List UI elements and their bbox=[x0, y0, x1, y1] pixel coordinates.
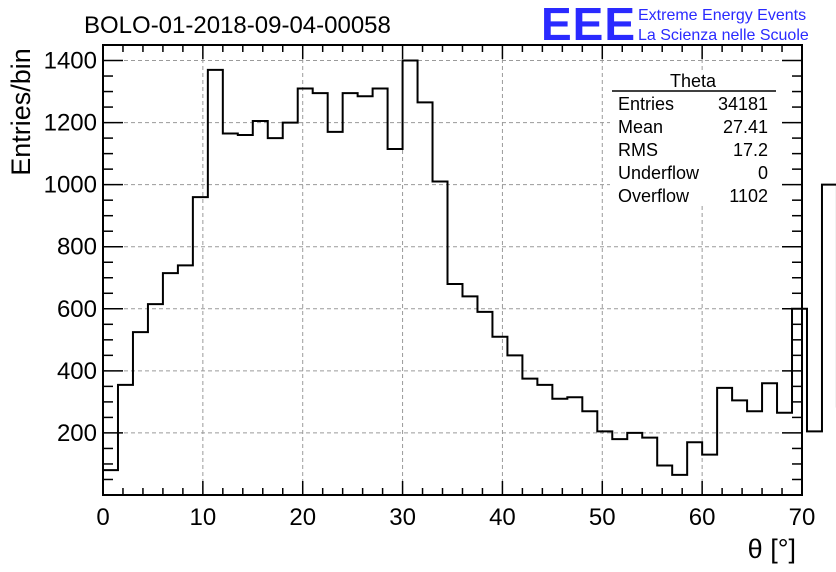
y-tick-label: 200 bbox=[57, 420, 97, 447]
stats-overflow-label: Overflow bbox=[618, 186, 690, 206]
stats-underflow-label: Underflow bbox=[618, 163, 700, 183]
histogram-bin bbox=[178, 265, 193, 495]
x-tick-label: 70 bbox=[789, 504, 816, 531]
logo-letters: EEE bbox=[541, 0, 636, 50]
x-tick-label: 10 bbox=[190, 504, 217, 531]
histogram-bin bbox=[822, 185, 836, 495]
stats-underflow-value: 0 bbox=[758, 163, 768, 183]
y-tick-label: 800 bbox=[57, 234, 97, 261]
histogram-bin bbox=[672, 475, 687, 495]
eee-logo: EEE Extreme Energy Events La Scienza nel… bbox=[541, 0, 809, 50]
x-tick-label: 50 bbox=[589, 504, 616, 531]
histogram-bin bbox=[103, 470, 118, 495]
stats-box: Theta Entries 34181 Mean 27.41 RMS 17.2 … bbox=[610, 71, 780, 206]
histogram-bin bbox=[567, 397, 582, 495]
histogram-bin bbox=[163, 273, 178, 495]
histogram-bin bbox=[283, 123, 298, 495]
stats-rms-label: RMS bbox=[618, 140, 658, 160]
histogram-bin bbox=[657, 466, 672, 495]
histogram-bin bbox=[118, 385, 133, 495]
logo-line-2: La Scienza nelle Scuole bbox=[638, 27, 809, 44]
stats-background bbox=[610, 71, 780, 206]
histogram-bin bbox=[477, 312, 492, 495]
stats-overflow-value: 1102 bbox=[729, 186, 768, 206]
histogram-bin bbox=[717, 388, 732, 495]
stats-entries-value: 34181 bbox=[718, 94, 768, 114]
histogram-bin bbox=[328, 132, 343, 495]
histogram-bin bbox=[762, 383, 777, 495]
y-tick-label: 1000 bbox=[44, 172, 97, 199]
histogram-bin bbox=[193, 197, 208, 495]
histogram-bin bbox=[388, 149, 403, 495]
y-tick-label: 400 bbox=[57, 358, 97, 385]
stats-mean-label: Mean bbox=[618, 117, 663, 137]
x-axis-title: θ [°] bbox=[748, 534, 796, 564]
axis-ticks bbox=[102, 45, 803, 495]
histogram-bin bbox=[253, 121, 268, 495]
y-tick-label: 1200 bbox=[44, 110, 97, 137]
histogram-bin bbox=[238, 135, 253, 495]
tick-labels: 0 10 20 30 40 50 60 70 200 400 600 800 1000 1200 1400 bbox=[44, 48, 816, 531]
histogram-bin bbox=[313, 93, 328, 495]
histogram-bin bbox=[522, 379, 537, 495]
histogram-bin bbox=[343, 93, 358, 495]
histogram-bin bbox=[492, 337, 507, 495]
histogram-bin bbox=[223, 133, 238, 495]
histogram-bin bbox=[747, 411, 762, 495]
histogram-bin bbox=[208, 70, 223, 495]
histogram-bin bbox=[507, 355, 522, 495]
histogram-bin bbox=[133, 332, 148, 495]
x-tick-label: 60 bbox=[689, 504, 716, 531]
x-tick-label: 20 bbox=[289, 504, 316, 531]
stats-rms-value: 17.2 bbox=[733, 140, 768, 160]
histogram-bin bbox=[448, 284, 463, 495]
x-tick-label: 40 bbox=[489, 504, 516, 531]
plot-frame bbox=[102, 44, 803, 496]
x-tick-label: 30 bbox=[389, 504, 416, 531]
y-tick-label: 600 bbox=[57, 296, 97, 323]
histogram-bin bbox=[462, 296, 477, 495]
histogram-bin bbox=[268, 138, 283, 495]
histogram-bin bbox=[702, 455, 717, 495]
histogram-bin bbox=[777, 413, 792, 495]
histogram-bin bbox=[582, 411, 597, 495]
histogram-bin bbox=[537, 385, 552, 495]
stats-entries-label: Entries bbox=[618, 94, 674, 114]
histogram-bin bbox=[627, 433, 642, 495]
y-tick-label: 1400 bbox=[44, 48, 97, 75]
histogram-bin bbox=[597, 431, 612, 495]
chart-title: BOLO-01-2018-09-04-00058 bbox=[84, 12, 391, 39]
stats-title: Theta bbox=[670, 71, 717, 91]
histogram-series-outline bbox=[102, 59, 836, 495]
histogram-bin bbox=[642, 438, 657, 495]
y-axis-title: Entries/bin bbox=[6, 48, 36, 176]
x-tick-label: 0 bbox=[96, 504, 109, 531]
histogram-bin bbox=[373, 88, 388, 495]
histogram-bin bbox=[612, 439, 627, 495]
histogram-bin bbox=[807, 431, 822, 495]
histogram-bin bbox=[358, 96, 373, 495]
histogram-bin bbox=[433, 182, 448, 495]
logo-line-1: Extreme Energy Events bbox=[638, 7, 806, 24]
histogram-bin bbox=[148, 304, 163, 495]
histogram-bin bbox=[403, 61, 418, 495]
histogram-bin bbox=[418, 102, 433, 495]
histogram-bin bbox=[732, 400, 747, 495]
histogram-bin bbox=[687, 442, 702, 495]
histogram-bin bbox=[552, 399, 567, 495]
stats-mean-value: 27.41 bbox=[723, 117, 768, 137]
histogram-bin bbox=[298, 88, 313, 495]
